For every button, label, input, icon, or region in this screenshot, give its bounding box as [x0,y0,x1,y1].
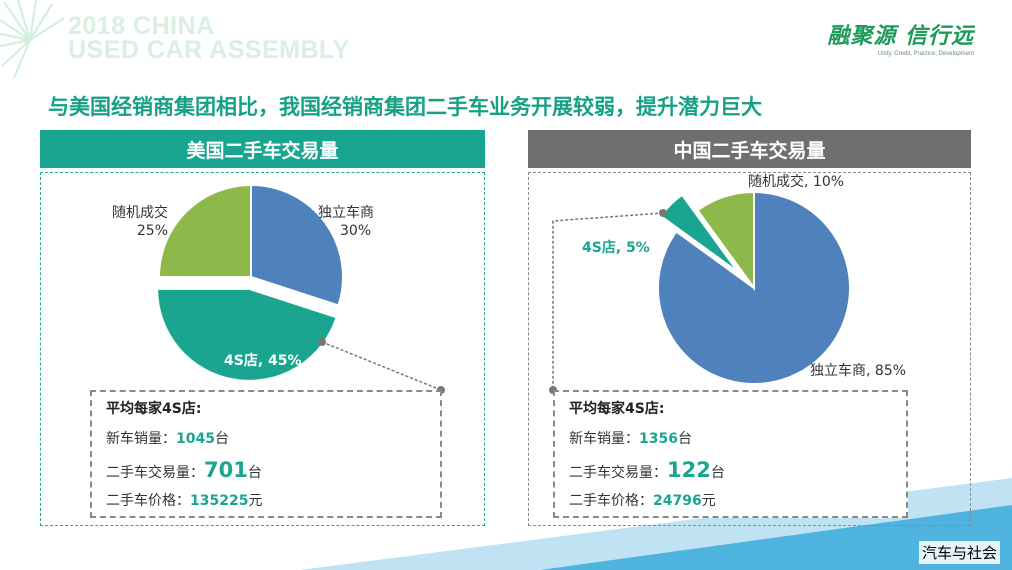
cn-callout [549,209,667,394]
cn-label-independent: 独立车商, 85% [810,363,907,379]
us-stats-title: 平均每家4S店: [106,401,202,417]
us-pie-slice-0 [250,183,344,307]
cn-panel-header: 中国二手车交易量 [528,130,971,168]
us-stat-used-car-volume: 二手车交易量： 701 台 [106,458,262,482]
cn-stats-title: 平均每家4S店: [569,401,665,417]
us-stat-used-car-price: 二手车价格： 135225 元 [106,493,263,509]
us-panel-frame [40,172,485,526]
us-stat-new-car-sales: 新车销量： 1045 台 [106,431,229,447]
us-callout [318,338,445,394]
event-title-line1: 2018 CHINA [68,12,215,40]
brand-slogan: Unity, Credit, Practice, Development [877,51,974,57]
us-pie-slice-1 [156,287,338,382]
sunburst-decoration [0,0,65,79]
cn-stats-box: 平均每家4S店: 新车销量： 1356 台 二手车交易量： 122 台 二手车价格： 24… [553,390,908,518]
brand-logo: 融聚源 信行远 Unity, Credit, Practice, Develop… [827,18,974,57]
us-label-random: 随机成交 25% [112,205,168,239]
cn-label-random: 随机成交, 10% [748,174,845,190]
cn-stat-used-car-volume: 二手车交易量： 122 台 [569,458,725,482]
watermark: 汽车与社会 [918,541,1000,564]
us-label-independent: 独立车商 30% [318,205,374,239]
us-stats-box: 平均每家4S店: 新车销量： 1045 台 二手车交易量： 701 台 二手车价格： 13… [90,390,442,518]
cn-stat-new-car-sales: 新车销量： 1356 台 [569,431,692,447]
cn-label-4s: 4S店, 5% [582,240,650,256]
cn-panel-frame [528,172,971,526]
cn-stat-used-car-price: 二手车价格： 24796 元 [569,493,716,509]
us-pie-slice-2 [157,183,252,278]
us-panel-header: 美国二手车交易量 [40,130,485,168]
brand-name: 融聚源 信行远 [827,24,974,49]
cn-pie-chart [657,190,851,385]
page-title: 与美国经销商集团相比，我国经销商集团二手车业务开展较弱，提升潜力巨大 [48,95,762,119]
us-pie-chart [156,183,344,382]
event-title-line2: USED CAR ASSEMBLY [68,36,350,64]
bottom-wave-decoration-2 [540,505,1012,570]
event-title: 2018 CHINA USED CAR ASSEMBLY [68,12,350,64]
us-label-4s: 4S店, 45% [224,353,302,369]
cn-pie-slice-2 [696,190,755,292]
